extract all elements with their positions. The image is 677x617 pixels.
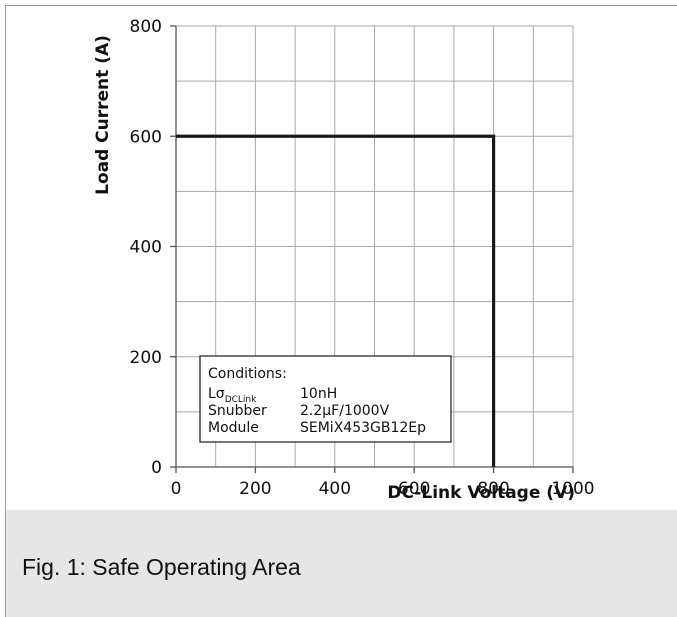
conditions-title: Conditions: bbox=[208, 366, 287, 382]
conditions-box-border bbox=[199, 355, 452, 443]
figure-frame bbox=[5, 5, 677, 617]
condition-label-lsigma-main: Lσ bbox=[208, 386, 225, 402]
conditions-box: Conditions: LσDCLink 10nH Snubber 2.2µF/… bbox=[199, 355, 452, 443]
soa-chart: 0 200 400 600 800 1000 0 200 400 600 800 Conditio… bbox=[93, 17, 595, 503]
condition-label-lsigma-sub: DCLink bbox=[225, 395, 257, 405]
condition-value-lsigma: 10nH bbox=[300, 386, 337, 402]
condition-value-snubber: 2.2µF/1000V bbox=[300, 403, 390, 419]
y-axis-title: Load Current (A) bbox=[93, 35, 113, 195]
x-tick-label: 600 bbox=[398, 479, 430, 499]
axes bbox=[170, 25, 574, 473]
y-tick-label: 800 bbox=[130, 17, 162, 37]
y-tick-label: 200 bbox=[130, 348, 162, 368]
y-tick-labels: 0 200 400 600 800 bbox=[130, 17, 162, 478]
condition-label-module: Module bbox=[208, 420, 259, 436]
x-tick-label: 1000 bbox=[551, 479, 594, 499]
y-tick-label: 0 bbox=[151, 458, 162, 478]
x-tick-label: 400 bbox=[319, 479, 351, 499]
x-tick-label: 200 bbox=[239, 479, 271, 499]
soa-boundary-line bbox=[176, 134, 496, 467]
condition-label-lsigma: LσDCLink bbox=[208, 386, 257, 405]
caption-band: Fig. 1: Safe Operating Area bbox=[6, 510, 677, 617]
x-axis-title: DC-Link Voltage (V) bbox=[387, 483, 575, 503]
y-tick-label: 400 bbox=[130, 238, 162, 258]
figure-caption: Fig. 1: Safe Operating Area bbox=[22, 554, 301, 580]
y-tick-label: 600 bbox=[130, 127, 162, 147]
condition-value-module: SEMiX453GB12Ep bbox=[300, 420, 426, 436]
x-tick-label: 800 bbox=[477, 479, 509, 499]
x-tick-label: 0 bbox=[171, 479, 182, 499]
condition-label-snubber: Snubber bbox=[208, 403, 267, 419]
x-tick-labels: 0 200 400 600 800 1000 bbox=[171, 479, 595, 499]
series-layer bbox=[176, 134, 496, 467]
